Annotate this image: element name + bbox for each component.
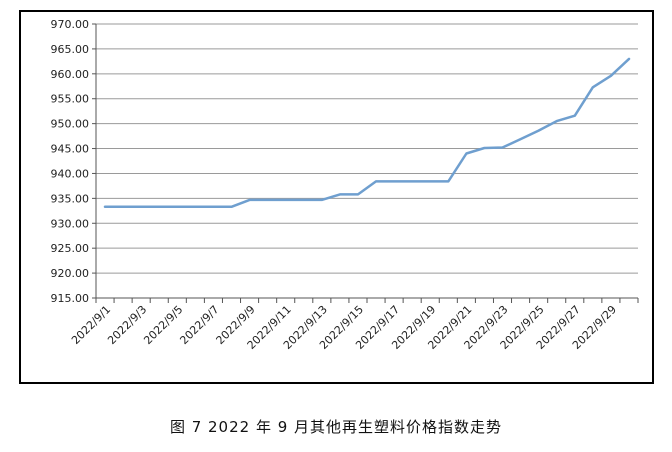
y-tick-label: 915.00 bbox=[51, 292, 90, 305]
y-tick-label: 960.00 bbox=[51, 68, 90, 81]
y-tick-label: 920.00 bbox=[51, 267, 90, 280]
y-tick-label: 970.00 bbox=[51, 18, 90, 31]
chart-frame: 915.00 920.00 925.00 930.00 935.00 940.00 945.… bbox=[19, 10, 654, 384]
y-tick-label: 965.00 bbox=[51, 43, 90, 56]
y-tick-label: 940.00 bbox=[51, 167, 90, 180]
line-chart: 915.00 920.00 925.00 930.00 935.00 940.00 945.… bbox=[51, 18, 639, 352]
series-line bbox=[103, 57, 631, 209]
y-tick-label: 950.00 bbox=[51, 118, 90, 131]
y-tick-label: 930.00 bbox=[51, 217, 90, 230]
y-tick-label: 955.00 bbox=[51, 93, 90, 106]
y-tick-label: 925.00 bbox=[51, 242, 90, 255]
y-tick-label: 945.00 bbox=[51, 143, 90, 156]
figure-caption: 图 7 2022 年 9 月其他再生塑料价格指数走势 bbox=[169, 418, 503, 436]
y-tick-label: 935.00 bbox=[51, 192, 90, 205]
